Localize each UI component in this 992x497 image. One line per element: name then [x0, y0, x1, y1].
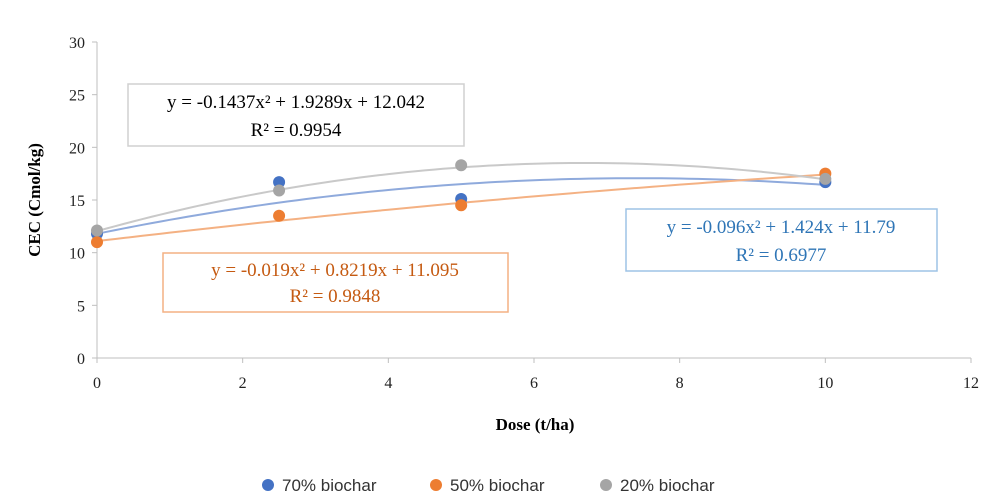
- y-tick-label: 15: [69, 193, 85, 210]
- legend: 70% biochar 50% biochar 20% biochar: [262, 476, 715, 495]
- data-point-50-biochar: [273, 209, 286, 222]
- x-tick-label: 0: [93, 375, 101, 392]
- x-tick-label: 4: [384, 375, 392, 392]
- y-axis-title: CEC (Cmol/kg): [25, 143, 44, 257]
- equation-box-70: y = -0.096x² + 1.424x + 11.79 R² = 0.697…: [625, 208, 938, 272]
- x-tick-label: 6: [530, 375, 538, 392]
- data-point-20-biochar: [455, 159, 468, 172]
- legend-item-70: 70% biochar: [262, 476, 377, 495]
- y-tick-label: 10: [69, 246, 85, 263]
- x-tick-label: 8: [676, 375, 684, 392]
- legend-marker-70: [262, 479, 274, 491]
- equation-box-50-frame: [162, 252, 509, 313]
- legend-label-50: 50% biochar: [450, 476, 545, 495]
- equation-box-70-frame: [625, 208, 938, 272]
- data-point-20-biochar: [819, 172, 832, 185]
- legend-marker-20: [600, 479, 612, 491]
- r2-70: R² = 0.6977: [736, 245, 827, 266]
- x-axis-title: Dose (t/ha): [496, 415, 575, 434]
- x-tick-label: 10: [817, 375, 833, 392]
- legend-item-50: 50% biochar: [430, 476, 545, 495]
- data-point-70-biochar: [273, 176, 286, 189]
- equation-70: y = -0.096x² + 1.424x + 11.79: [667, 217, 896, 238]
- x-tick-label: 12: [963, 375, 979, 392]
- equation-50: y = -0.019x² + 0.8219x + 11.095: [211, 260, 459, 281]
- data-points: [91, 159, 832, 249]
- x-axis: 0 2 4 6 8 10 12: [93, 357, 979, 392]
- data-point-50-biochar: [91, 236, 103, 249]
- y-tick-label: 25: [69, 88, 85, 105]
- r2-20: R² = 0.9954: [251, 120, 342, 141]
- data-point-20-biochar: [273, 184, 286, 197]
- equation-box-20-frame: [127, 83, 465, 147]
- equation-20: y = -0.1437x² + 1.9289x + 12.042: [167, 92, 425, 113]
- y-tick-label: 20: [69, 140, 85, 157]
- y-axis: 0 5 10 15 20 25 30: [69, 35, 98, 368]
- equation-box-50: y = -0.019x² + 0.8219x + 11.095 R² = 0.9…: [162, 252, 509, 313]
- legend-item-20: 20% biochar: [600, 476, 715, 495]
- data-point-20-biochar: [91, 224, 103, 237]
- legend-label-20: 20% biochar: [620, 476, 715, 495]
- equation-box-20: y = -0.1437x² + 1.9289x + 12.042 R² = 0.…: [127, 83, 465, 147]
- x-tick-label: 2: [239, 375, 247, 392]
- legend-marker-50: [430, 479, 442, 491]
- y-tick-label: 0: [77, 351, 85, 368]
- y-tick-label: 30: [69, 35, 85, 52]
- legend-label-70: 70% biochar: [282, 476, 377, 495]
- y-tick-label: 5: [77, 298, 85, 315]
- r2-50: R² = 0.9848: [290, 286, 381, 307]
- trendline-70-biochar: [96, 177, 826, 235]
- data-point-50-biochar: [455, 199, 468, 212]
